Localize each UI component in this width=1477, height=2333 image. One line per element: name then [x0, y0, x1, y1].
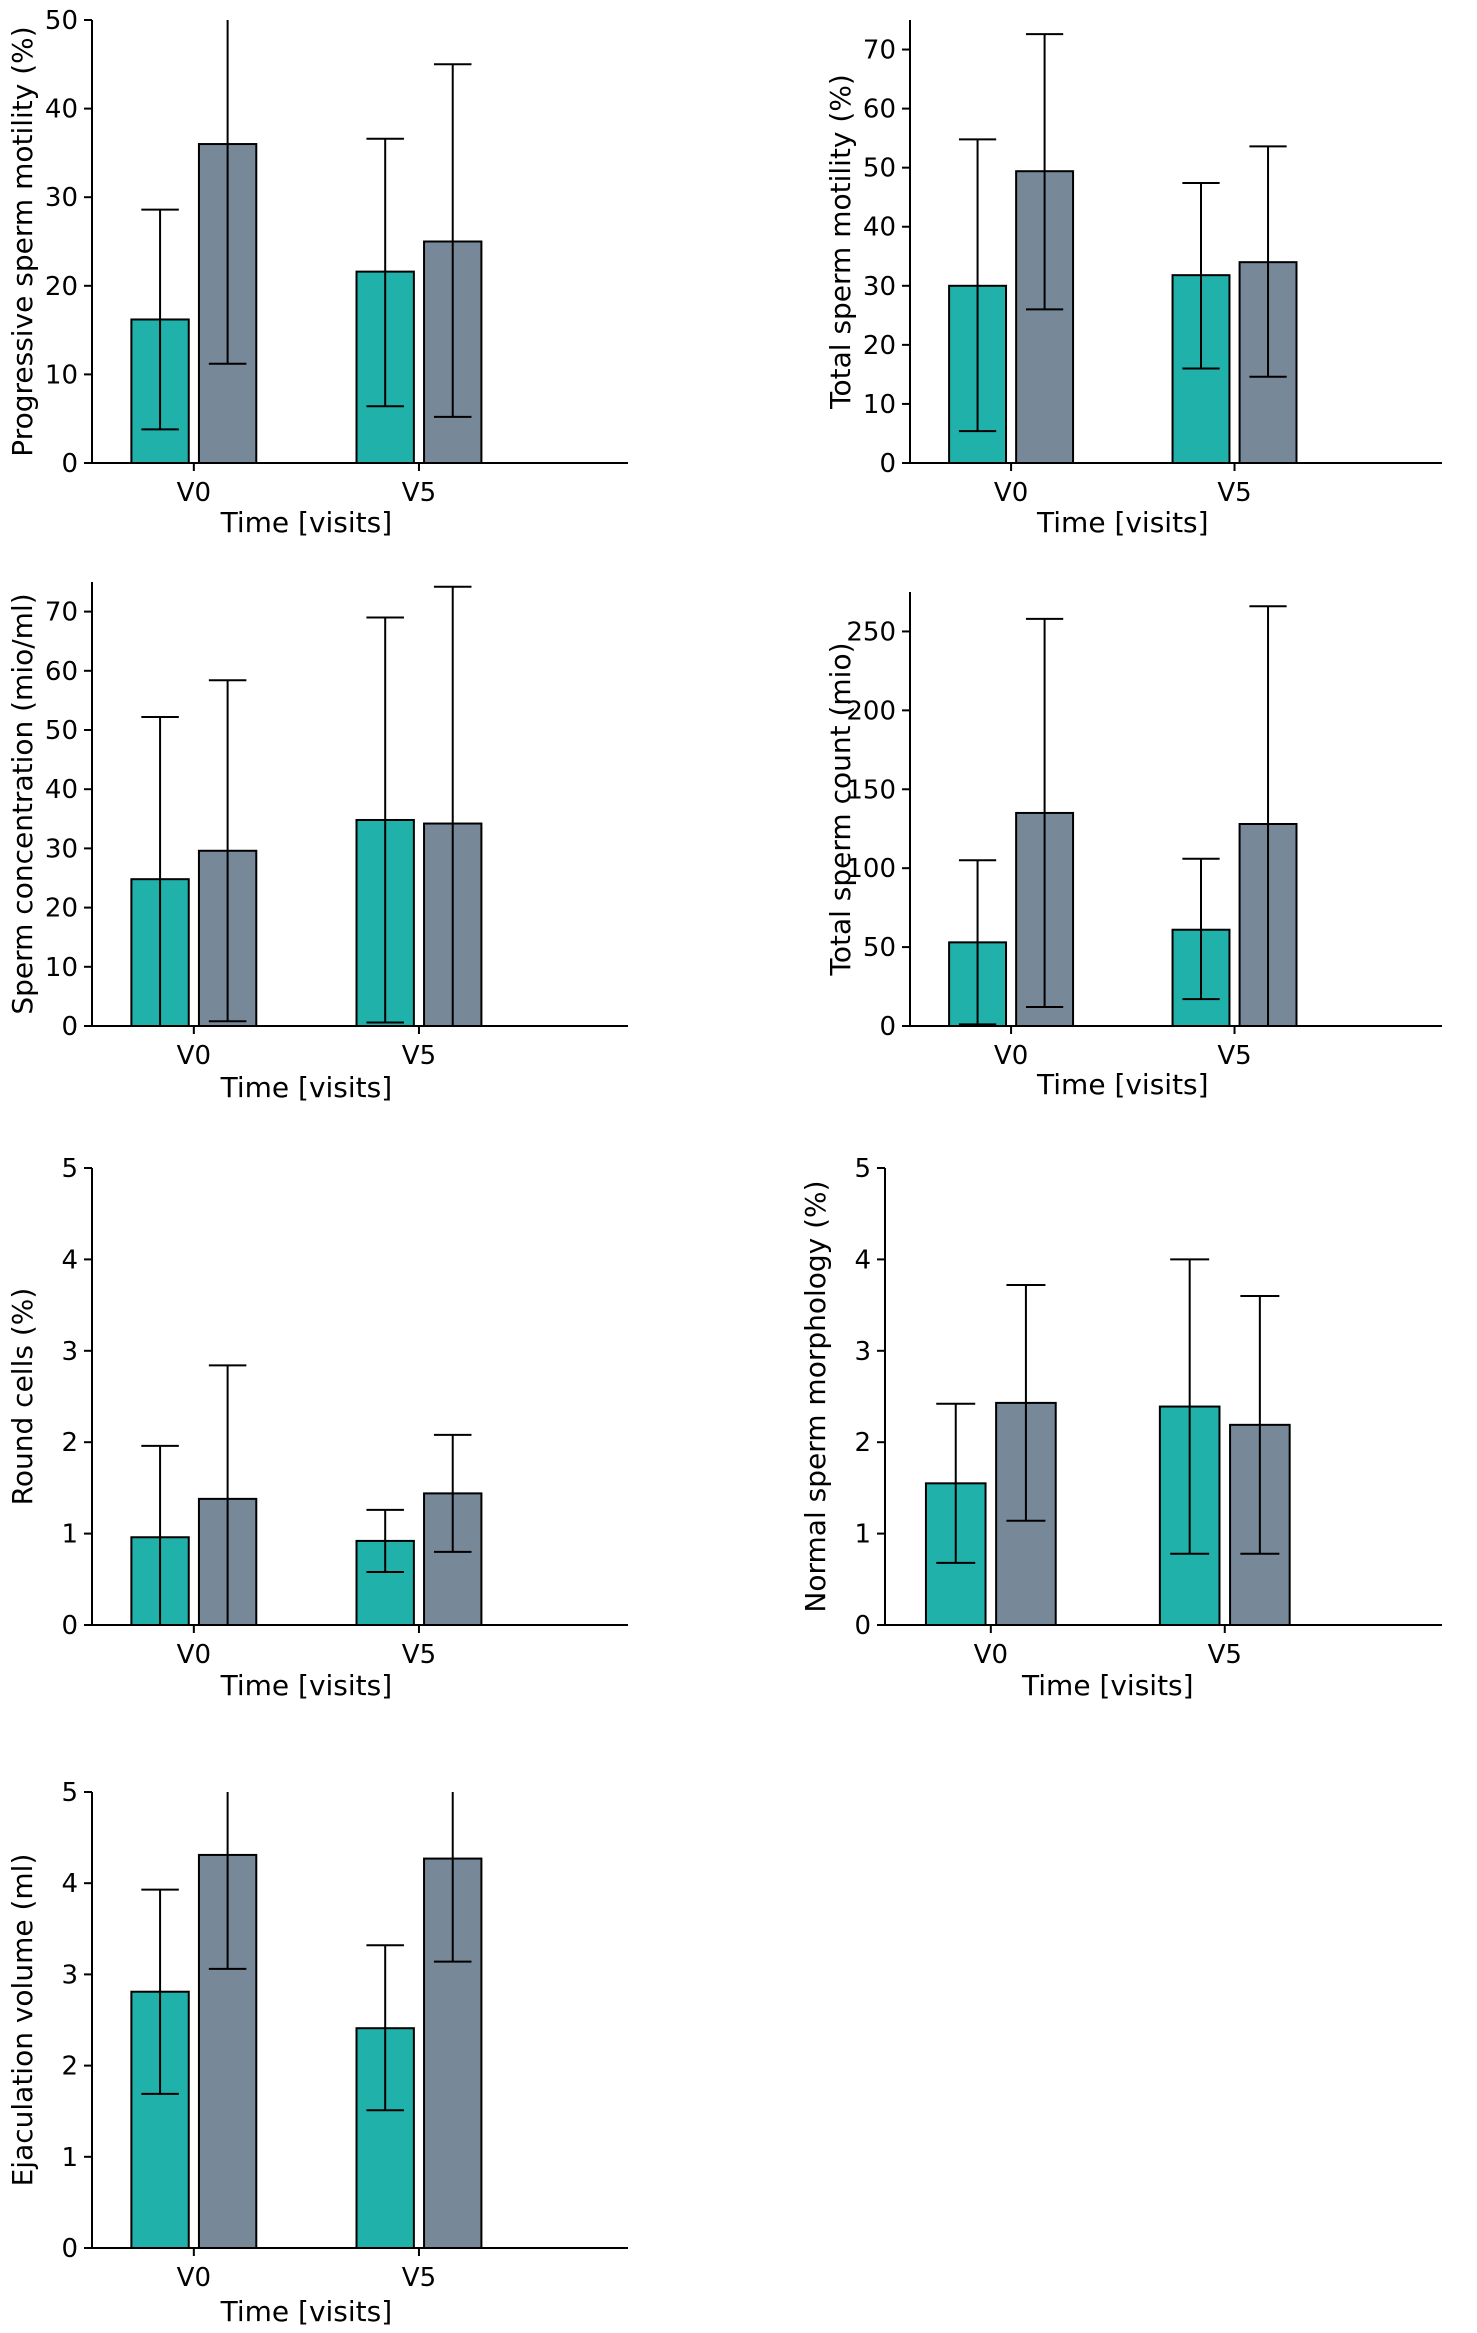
y-tick-label: 1: [61, 2143, 78, 2173]
y-tick-label: 4: [854, 1245, 871, 1275]
y-tick-label: 70: [863, 36, 896, 66]
y-tick-label: 0: [61, 449, 78, 479]
x-axis-label: Time [visits]: [1021, 1669, 1194, 1702]
y-tick-label: 4: [61, 1869, 78, 1899]
y-tick-label: 200: [846, 696, 896, 726]
y-tick-label: 10: [863, 390, 896, 420]
x-tick-label: V5: [402, 478, 436, 508]
y-tick-label: 3: [61, 1960, 78, 1990]
x-tick-label: V0: [177, 478, 211, 508]
x-tick-label: V0: [994, 1041, 1028, 1071]
x-tick-label: V5: [402, 2263, 436, 2293]
x-axis-label: Time [visits]: [220, 1071, 393, 1104]
y-tick-label: 5: [61, 1154, 78, 1184]
x-tick-label: V0: [177, 2263, 211, 2293]
y-axis-label: Normal sperm morphology (%): [799, 1180, 832, 1612]
y-tick-label: 50: [45, 716, 78, 746]
y-tick-label: 50: [45, 6, 78, 36]
y-tick-label: 0: [879, 449, 896, 479]
x-tick-label: V5: [402, 1041, 436, 1071]
x-tick-label: V0: [177, 1640, 211, 1670]
y-axis-label: Total sperm count (mio): [824, 642, 857, 976]
chart-panel: 0 10 20 30 40 50 V0 V5 Time [visits] Progressive …: [6, 6, 628, 539]
chart-panel: 0 1 2 3 4 5 V0 V5 Time [visits] Ejaculation volum…: [6, 1778, 628, 2328]
x-tick-label: V0: [177, 1041, 211, 1071]
y-tick-label: 5: [61, 1778, 78, 1808]
y-tick-label: 50: [863, 154, 896, 184]
y-tick-label: 20: [45, 894, 78, 924]
y-tick-label: 5: [854, 1154, 871, 1184]
x-tick-label: V5: [1217, 1041, 1251, 1071]
x-tick-label: V5: [402, 1640, 436, 1670]
y-tick-label: 40: [45, 775, 78, 805]
y-tick-label: 30: [863, 272, 896, 302]
x-axis-label: Time [visits]: [1036, 506, 1209, 539]
y-tick-label: 2: [61, 1428, 78, 1458]
y-tick-label: 2: [854, 1428, 871, 1458]
y-tick-label: 2: [61, 2052, 78, 2082]
x-tick-label: V0: [994, 478, 1028, 508]
y-tick-label: 0: [854, 1611, 871, 1641]
y-tick-label: 50: [863, 933, 896, 963]
y-tick-label: 30: [45, 183, 78, 213]
y-tick-label: 20: [45, 272, 78, 302]
y-tick-label: 250: [846, 617, 896, 647]
y-tick-label: 30: [45, 834, 78, 864]
y-tick-label: 60: [863, 95, 896, 125]
y-tick-label: 20: [863, 331, 896, 361]
x-axis-label: Time [visits]: [1036, 1068, 1209, 1101]
x-tick-label: V0: [974, 1640, 1008, 1670]
y-tick-label: 1: [61, 1520, 78, 1550]
x-tick-label: V5: [1217, 478, 1251, 508]
y-tick-label: 150: [846, 775, 896, 805]
x-axis-label: Time [visits]: [220, 1669, 393, 1702]
y-tick-label: 10: [45, 953, 78, 983]
y-tick-label: 1: [854, 1520, 871, 1550]
x-axis-label: Time [visits]: [220, 2295, 393, 2328]
y-tick-label: 0: [61, 1012, 78, 1042]
y-tick-label: 70: [45, 598, 78, 628]
chart-panel: 0 1 2 3 4 5 V0 V5 Time [visits] Normal sperm morp…: [799, 1154, 1442, 1702]
x-axis-label: Time [visits]: [220, 506, 393, 539]
y-tick-label: 40: [45, 95, 78, 125]
y-tick-label: 60: [45, 657, 78, 687]
y-tick-label: 0: [61, 1611, 78, 1641]
y-axis-label: Round cells (%): [6, 1288, 39, 1506]
chart-panel: 0 10 20 30 40 50 60 70 V0 V5 Time [visits] Sperm co…: [6, 582, 628, 1104]
x-tick-label: V5: [1208, 1640, 1242, 1670]
y-tick-label: 40: [863, 213, 896, 243]
y-tick-label: 4: [61, 1245, 78, 1275]
chart-panel: 0 1 2 3 4 5 V0 V5 Time [visits] Round cells (%): [6, 1154, 628, 1702]
y-tick-label: 10: [45, 360, 78, 390]
chart-panel: 0 10 20 30 40 50 60 70 V0 V5 Time [visits] Total sp…: [824, 20, 1442, 539]
chart-panel: 0 50 100 150 200 250 V0 V5 Time [visits] Total sp…: [824, 592, 1442, 1101]
y-axis-label: Total sperm motility (%): [824, 74, 857, 410]
y-tick-label: 0: [61, 2234, 78, 2264]
y-axis-label: Ejaculation volume (ml): [6, 1854, 39, 2187]
y-axis-label: Sperm concentration (mio/ml): [6, 593, 39, 1014]
y-axis-label: Progressive sperm motility (%): [6, 26, 39, 456]
y-tick-label: 0: [879, 1012, 896, 1042]
y-tick-label: 3: [61, 1337, 78, 1367]
y-tick-label: 3: [854, 1337, 871, 1367]
y-tick-label: 100: [846, 854, 896, 884]
